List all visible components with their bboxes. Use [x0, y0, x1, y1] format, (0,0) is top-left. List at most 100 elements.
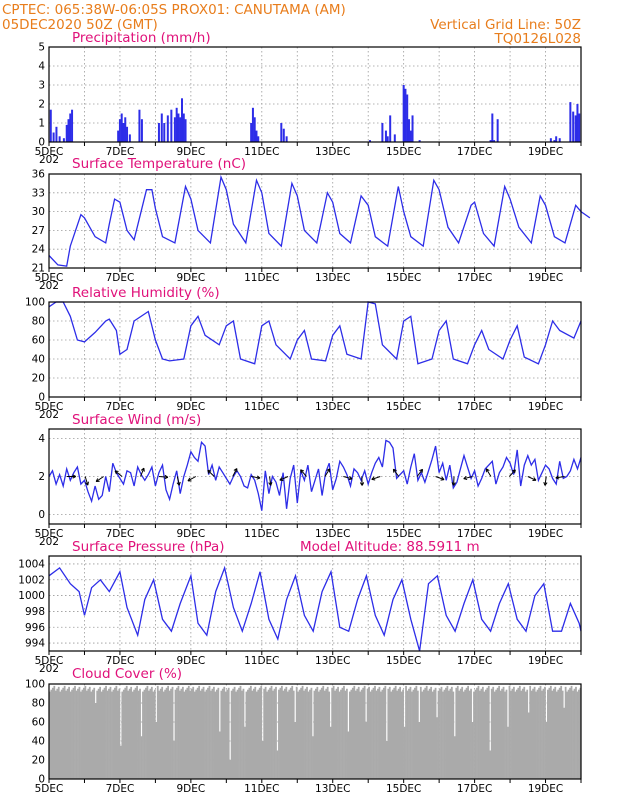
precip-bar	[251, 107, 254, 142]
cloud-bar	[439, 688, 441, 779]
cloud-bar	[122, 689, 125, 779]
cloud-bar	[309, 689, 311, 779]
x-tick-label: 9DEC	[176, 528, 205, 540]
cloud-bar	[94, 703, 97, 779]
header-grid-note: Vertical Grid Line: 50Z	[430, 17, 581, 33]
precip-bar	[124, 117, 127, 142]
precip-bar	[406, 94, 409, 142]
cloud-bar	[337, 686, 339, 779]
wind-arrow	[393, 468, 400, 477]
x-tick-label: 5DEC	[35, 401, 64, 413]
year-label: 202	[39, 154, 59, 166]
cloud-bar	[201, 688, 203, 779]
cloud-bar	[489, 750, 492, 779]
cloud-bar	[331, 687, 334, 779]
x-tick-label: 13DEC	[315, 401, 350, 413]
precip-bar	[163, 123, 166, 142]
y-tick-label: 33	[32, 187, 45, 199]
cloud-bar	[111, 691, 113, 779]
cloud-bar	[505, 689, 508, 779]
cloud-bar	[221, 688, 224, 779]
cloud-bar	[171, 686, 174, 779]
cloud-bar	[247, 689, 249, 779]
cloud-bar	[275, 686, 277, 779]
cloud-bar	[59, 691, 62, 779]
wind-arrow	[187, 476, 197, 482]
cloud-bar	[313, 690, 316, 779]
cloud-bar	[235, 691, 237, 779]
cloud-bar	[415, 685, 418, 779]
y-tick-label: 40	[32, 354, 45, 366]
year-label: 202	[39, 663, 59, 675]
y-tick-label: 1	[38, 118, 45, 130]
cloud-bar	[511, 688, 514, 779]
y-tick-label: 1002	[18, 574, 45, 586]
cloud-bar	[155, 722, 158, 779]
y-tick-label: 80	[32, 316, 45, 328]
cloud-bar	[526, 689, 529, 779]
x-tick-label: 17DEC	[457, 272, 492, 284]
cloud-bar	[307, 691, 310, 779]
cloud-bar	[184, 689, 187, 779]
wind-arrow	[508, 469, 516, 477]
model-altitude-annotation: Model Altitude: 88.5911 m	[300, 539, 480, 555]
cloud-bar	[310, 687, 313, 779]
cloud-bar	[433, 689, 435, 779]
cloud-bar	[272, 690, 274, 779]
wind-arrow	[324, 468, 331, 477]
cloud-bar	[167, 685, 169, 779]
cloud-bar	[229, 760, 232, 779]
precip-bar	[402, 85, 405, 142]
wind-arrow	[114, 470, 123, 477]
cloud-bar	[320, 687, 323, 779]
cloud-bar	[353, 685, 356, 779]
wind-arrow	[232, 468, 238, 477]
x-tick-label: 9DEC	[176, 655, 205, 667]
cloud-bar	[348, 691, 351, 779]
cloud-bar	[248, 687, 251, 779]
cloud-bar	[459, 688, 462, 779]
cloud-bar	[387, 688, 390, 779]
precip-bar	[578, 113, 581, 142]
cloud-bar	[87, 688, 90, 779]
cloud-bar	[65, 690, 68, 779]
cloud-bar	[405, 685, 407, 779]
cloud-bar	[366, 688, 369, 779]
cloud-bar	[286, 691, 289, 779]
cloud-bar	[328, 691, 331, 779]
x-tick-label: 9DEC	[176, 146, 205, 158]
cloud-bar	[381, 689, 384, 779]
x-tick-label: 9DEC	[176, 272, 205, 284]
cloud-bar	[374, 685, 376, 779]
cloud-bar	[100, 691, 103, 779]
x-tick-label: 11DEC	[244, 272, 279, 284]
cloud-bar	[445, 687, 447, 779]
cloud-bar	[558, 687, 561, 779]
precip-bar	[122, 123, 125, 142]
x-tick-label: 11DEC	[244, 401, 279, 413]
cloud-bar	[576, 691, 579, 779]
cloud-bar	[369, 691, 372, 779]
humidity-title: Relative Humidity (%)	[72, 285, 220, 301]
cloud-bar	[462, 691, 465, 779]
cloud-bar	[547, 689, 549, 779]
wind-arrow	[84, 476, 89, 486]
cloud-bar	[257, 689, 260, 779]
cloud-bar	[152, 691, 155, 779]
cloud-bar	[372, 687, 375, 779]
cloud-bar	[102, 689, 104, 779]
x-tick-label: 19DEC	[528, 401, 563, 413]
y-tick-label: 1000	[18, 590, 45, 602]
x-tick-label: 5DEC	[35, 783, 64, 795]
cloud-bar	[115, 685, 118, 779]
wind-title: Surface Wind (m/s)	[72, 412, 201, 428]
cloud-bar	[125, 685, 128, 779]
cloud-bar	[50, 689, 53, 779]
wind-arrow	[463, 476, 473, 480]
precip-bar	[55, 126, 58, 142]
precip-bar	[62, 138, 65, 142]
cloud-bar	[106, 690, 109, 779]
cloud-bar	[399, 686, 402, 779]
cloud-bar	[524, 691, 527, 779]
